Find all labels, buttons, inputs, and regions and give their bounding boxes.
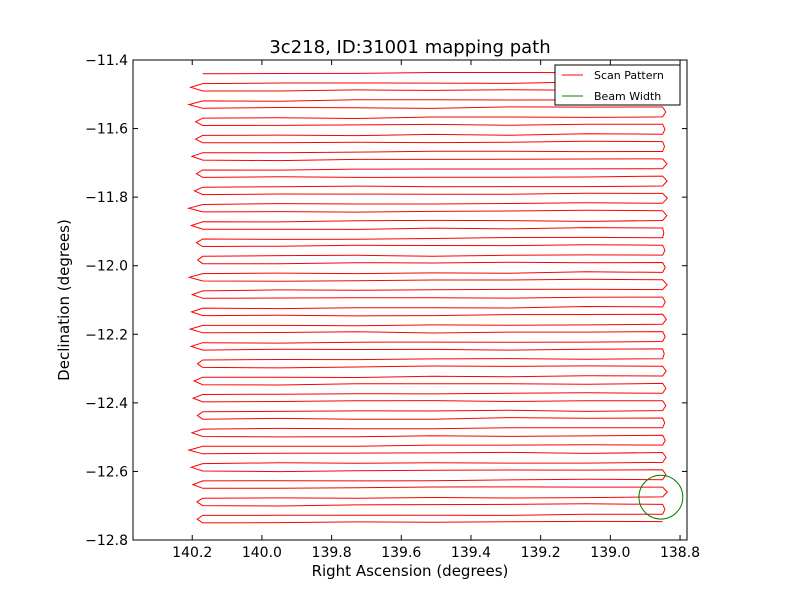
x-tick-label: 140.2: [172, 545, 212, 561]
x-tick-label: 139.6: [381, 545, 421, 561]
x-axis-label: Right Ascension (degrees): [312, 562, 509, 580]
y-tick-label: −11.4: [85, 53, 128, 69]
x-tick-label: 139.4: [451, 545, 491, 561]
chart-title: 3c218, ID:31001 mapping path: [269, 37, 550, 58]
x-tick-label: 139.2: [521, 545, 561, 561]
x-tick-label: 139.8: [312, 545, 352, 561]
legend-label-beam-width: Beam Width: [594, 90, 661, 103]
scan-pattern-line: [186, 71, 669, 524]
y-tick-label: −12.6: [85, 464, 128, 480]
y-tick-label: −12.4: [85, 396, 128, 412]
y-tick-label: −12.2: [85, 327, 128, 343]
axis-ticks: 140.2 140.0 139.8 139.6 139.4 139.2 139.0 138.8…: [85, 53, 700, 561]
legend-label-scan-pattern: Scan Pattern: [594, 69, 664, 82]
y-axis-label: Declination (degrees): [55, 219, 73, 381]
y-tick-label: −11.6: [85, 122, 128, 138]
legend-box: [554, 64, 681, 106]
plot-frame: [132, 59, 688, 541]
y-tick-label: −12.8: [85, 533, 128, 549]
legend: Scan Pattern Beam Width: [554, 64, 681, 106]
y-tick-label: −12.0: [85, 259, 128, 275]
scan-layer: [186, 71, 669, 524]
x-tick-label: 138.8: [660, 545, 700, 561]
x-tick-label: 140.0: [242, 545, 282, 561]
x-tick-label: 139.0: [590, 545, 630, 561]
beam-layer: [638, 474, 684, 520]
beam-width-circle: [638, 474, 684, 520]
y-tick-label: −11.8: [85, 190, 128, 206]
